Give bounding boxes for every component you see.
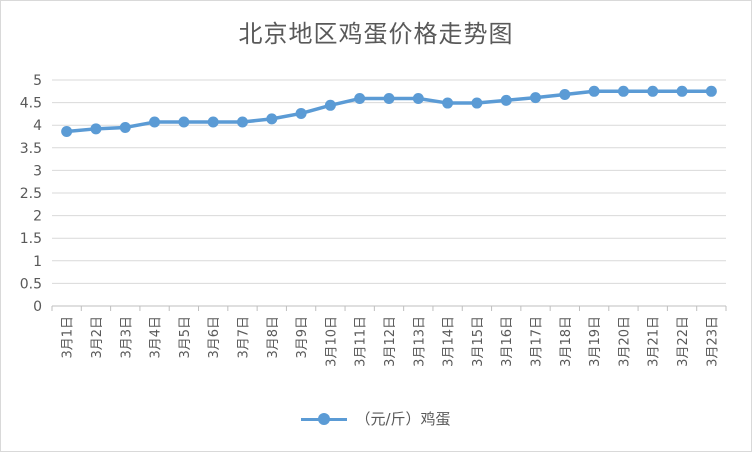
y-tick-label: 3 (33, 163, 42, 179)
x-tick-label: 3月8日 (266, 316, 281, 359)
data-point (647, 85, 659, 97)
y-tick-label: 0 (33, 299, 42, 315)
data-point (500, 94, 512, 106)
x-tick-label: 3月19日 (588, 316, 603, 367)
x-tick-label: 3月12日 (383, 316, 398, 367)
y-tick-label: 2.5 (20, 186, 42, 202)
data-point (295, 107, 307, 119)
x-tick-label: 3月7日 (236, 316, 251, 359)
data-point (412, 93, 424, 105)
data-point (119, 121, 131, 133)
x-tick-label: 3月5日 (178, 316, 193, 359)
chart-title: 北京地区鸡蛋价格走势图 (238, 20, 514, 48)
x-tick-label: 3月23日 (705, 316, 720, 367)
y-tick-label: 4 (33, 118, 42, 134)
legend: （元/斤）鸡蛋 (0, 408, 752, 429)
x-tick-label: 3月22日 (676, 316, 691, 367)
data-point (588, 85, 600, 97)
x-tick-label: 3月10日 (324, 316, 339, 367)
legend-marker (301, 413, 348, 425)
x-tick-label: 3月17日 (530, 316, 545, 367)
x-tick-label: 3月18日 (559, 316, 574, 367)
x-tick-label: 3月4日 (149, 316, 164, 359)
y-tick-label: 2 (33, 209, 42, 225)
data-point (324, 99, 336, 111)
data-point (676, 85, 688, 97)
x-tick-label: 3月1日 (61, 316, 76, 359)
data-point (471, 97, 483, 109)
x-tick-label: 3月15日 (471, 316, 486, 367)
data-point (149, 116, 161, 128)
data-point (617, 85, 629, 97)
data-point (530, 92, 542, 104)
y-tick-label: 0.5 (20, 276, 42, 292)
data-point (383, 93, 395, 105)
x-tick-label: 3月21日 (647, 316, 662, 367)
y-tick-label: 1 (33, 254, 42, 270)
data-point (354, 93, 366, 105)
x-tick-label: 3月2日 (90, 316, 105, 359)
y-tick-label: 4.5 (20, 96, 42, 112)
data-point (559, 88, 571, 100)
data-point (178, 116, 190, 128)
data-point (705, 85, 717, 97)
x-tick-label: 3月13日 (412, 316, 427, 367)
x-tick-label: 3月3日 (119, 316, 134, 359)
data-point (236, 116, 248, 128)
x-tick-label: 3月6日 (207, 316, 222, 359)
legend-label: （元/斤）鸡蛋 (355, 410, 451, 428)
x-tick-label: 3月11日 (354, 316, 369, 367)
y-tick-label: 3.5 (20, 141, 42, 157)
y-tick-label: 5 (33, 73, 42, 89)
x-tick-label: 3月16日 (500, 316, 515, 367)
x-tick-label: 3月14日 (442, 316, 457, 367)
y-tick-label: 1.5 (20, 231, 42, 247)
data-point (61, 126, 73, 138)
data-point (442, 97, 454, 109)
data-point (266, 113, 278, 125)
x-tick-label: 3月20日 (617, 316, 632, 367)
data-point (207, 116, 219, 128)
data-point (90, 123, 102, 135)
x-tick-label: 3月9日 (295, 316, 310, 359)
